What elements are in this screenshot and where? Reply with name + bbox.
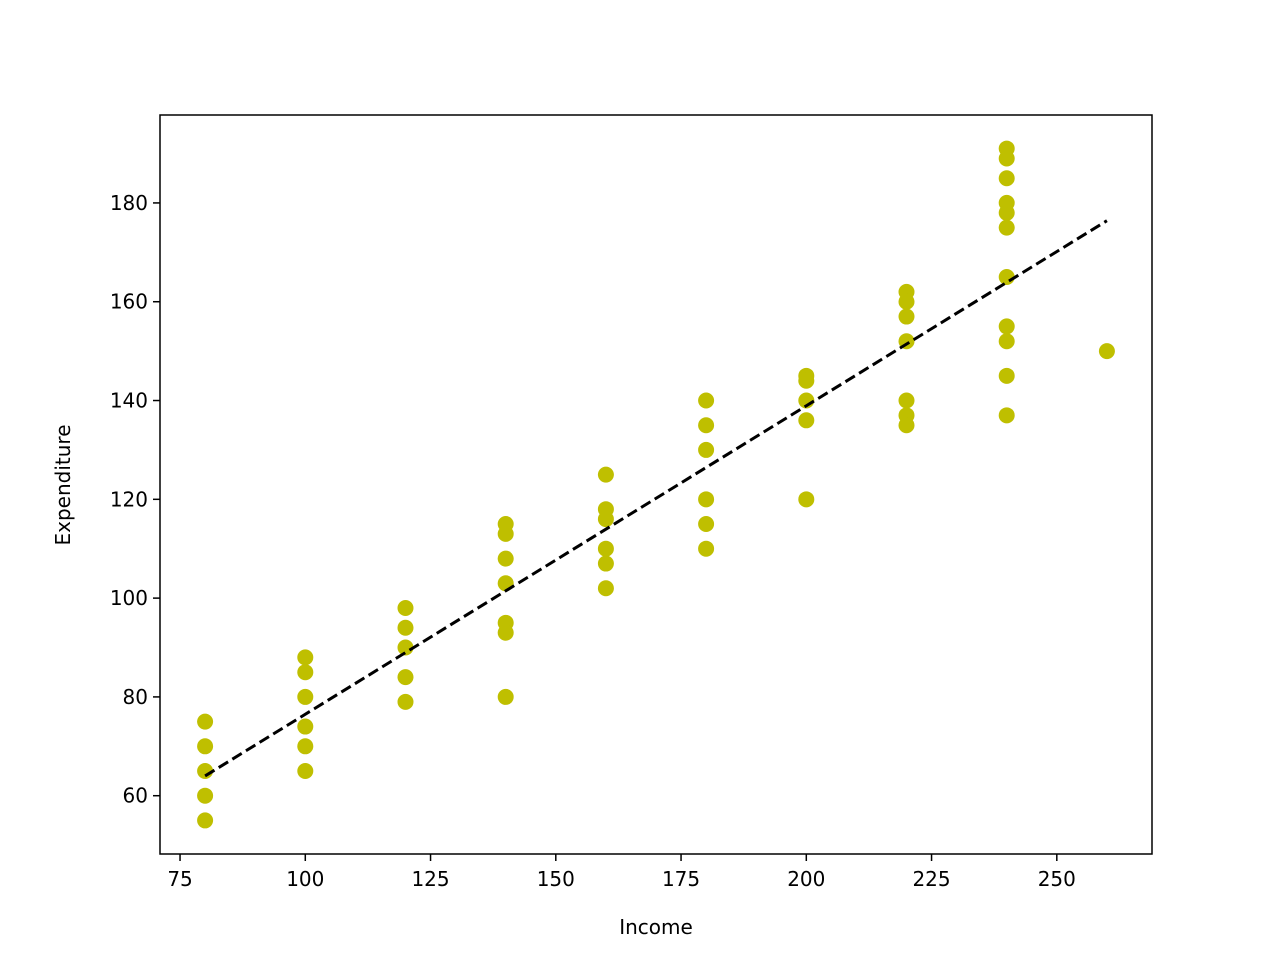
fit-line [204, 219, 1108, 778]
point [597, 540, 614, 557]
point [397, 639, 414, 656]
point [698, 516, 715, 533]
point [998, 170, 1015, 187]
point [597, 555, 614, 572]
x-tick-label: 200 [787, 867, 825, 891]
y-tick-label: 80 [123, 685, 148, 709]
point [197, 738, 214, 755]
point [998, 219, 1015, 236]
y-tick-label: 160 [110, 290, 148, 314]
x-tick-label: 225 [912, 867, 950, 891]
point [297, 688, 314, 705]
point [197, 713, 214, 730]
x-axis-label: Income [619, 915, 693, 939]
point [497, 525, 514, 542]
point [297, 649, 314, 666]
y-tick-label: 140 [110, 389, 148, 413]
point [397, 599, 414, 616]
x-tick-label: 125 [411, 867, 449, 891]
y-tick-label: 120 [110, 487, 148, 511]
point [998, 367, 1015, 384]
y-tick-label: 60 [123, 784, 148, 808]
point [397, 693, 414, 710]
point [998, 269, 1015, 286]
point [397, 669, 414, 686]
point [698, 392, 715, 409]
point [798, 491, 815, 508]
point [898, 308, 915, 325]
x-tick-label: 250 [1038, 867, 1076, 891]
x-tick-label: 100 [286, 867, 324, 891]
point [497, 688, 514, 705]
y-axis-label: Expenditure [51, 424, 75, 545]
point [698, 491, 715, 508]
point [597, 511, 614, 528]
x-tick-label: 150 [537, 867, 575, 891]
point [297, 718, 314, 735]
point [798, 372, 815, 389]
point [998, 150, 1015, 167]
point [1098, 343, 1115, 360]
point [898, 293, 915, 310]
point [197, 787, 214, 804]
plot-frame [159, 114, 1153, 855]
point [397, 619, 414, 636]
point [197, 812, 214, 829]
point [998, 333, 1015, 350]
x-tick-label: 75 [167, 867, 192, 891]
point [798, 412, 815, 429]
point [698, 417, 715, 434]
point [998, 204, 1015, 221]
point [597, 580, 614, 597]
point [898, 392, 915, 409]
point [597, 466, 614, 483]
point [698, 441, 715, 458]
y-tick-label: 180 [110, 191, 148, 215]
point [698, 540, 715, 557]
point [297, 763, 314, 780]
point [998, 318, 1015, 335]
point [898, 417, 915, 434]
point [297, 664, 314, 681]
point [497, 550, 514, 567]
point [998, 407, 1015, 424]
x-tick-label: 175 [662, 867, 700, 891]
point [297, 738, 314, 755]
y-tick-label: 100 [110, 586, 148, 610]
point [497, 624, 514, 641]
